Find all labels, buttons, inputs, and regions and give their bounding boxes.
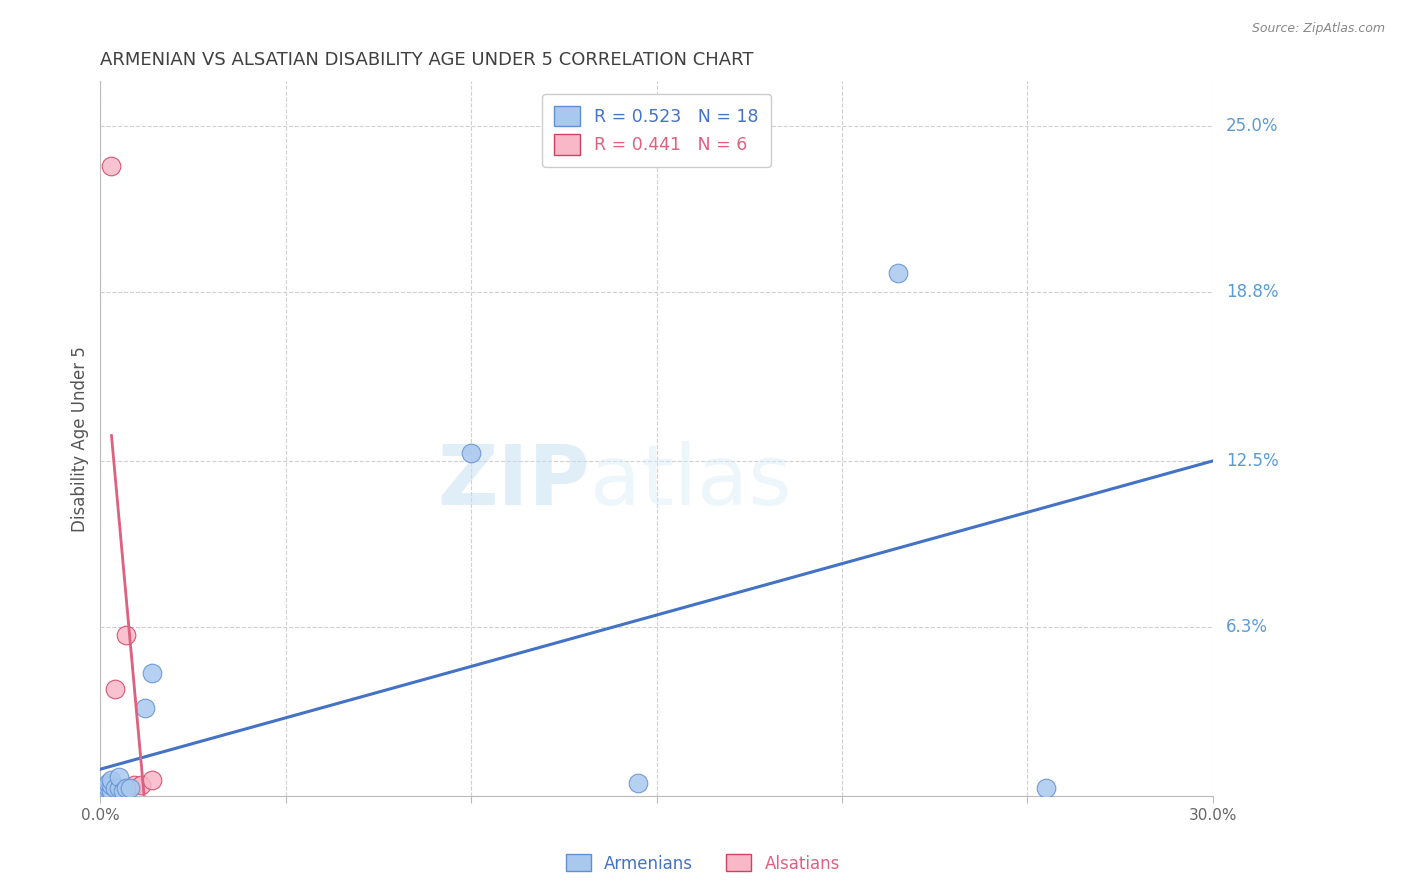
Text: 12.5%: 12.5%: [1226, 452, 1279, 470]
Point: [100, 778, 122, 792]
Point: [134, 700, 156, 714]
Point: [118, 780, 141, 795]
Point: [108, 780, 131, 795]
Text: 6.3%: 6.3%: [1226, 618, 1268, 636]
Point: [111, 783, 134, 797]
Text: atlas: atlas: [591, 441, 792, 522]
Text: ARMENIAN VS ALSATIAN DISABILITY AGE UNDER 5 CORRELATION CHART: ARMENIAN VS ALSATIAN DISABILITY AGE UNDE…: [100, 51, 754, 69]
Point: [115, 780, 138, 795]
Point: [115, 628, 138, 642]
Point: [93, 780, 115, 795]
Point: [627, 775, 650, 789]
Point: [108, 770, 131, 784]
Text: 25.0%: 25.0%: [1226, 117, 1278, 135]
Legend: R = 0.523   N = 18, R = 0.441   N = 6: R = 0.523 N = 18, R = 0.441 N = 6: [543, 94, 770, 167]
Point: [100, 159, 122, 173]
Point: [141, 772, 163, 787]
Point: [104, 681, 127, 696]
Y-axis label: Disability Age Under 5: Disability Age Under 5: [72, 346, 89, 532]
Text: Source: ZipAtlas.com: Source: ZipAtlas.com: [1251, 22, 1385, 36]
Point: [1035, 780, 1057, 795]
Legend: Armenians, Alsatians: Armenians, Alsatians: [560, 847, 846, 880]
Text: 18.8%: 18.8%: [1226, 283, 1278, 301]
Text: ZIP: ZIP: [437, 441, 591, 522]
Point: [104, 780, 127, 795]
Point: [100, 783, 122, 797]
Point: [129, 778, 152, 792]
Point: [460, 446, 482, 460]
Point: [886, 266, 908, 280]
Point: [97, 775, 120, 789]
Point: [97, 780, 120, 795]
Point: [122, 778, 145, 792]
Point: [100, 772, 122, 787]
Point: [141, 665, 163, 680]
